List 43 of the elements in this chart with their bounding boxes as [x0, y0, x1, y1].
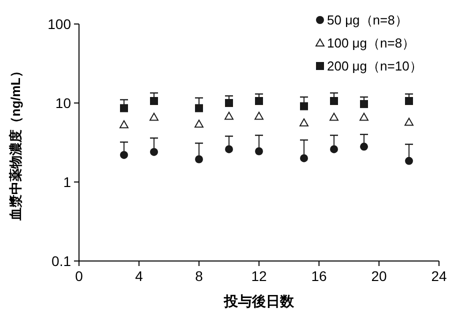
point: [150, 148, 158, 156]
y-tick-label: 10: [55, 94, 72, 111]
point: [255, 97, 263, 105]
x-tick-label: 20: [371, 268, 387, 284]
point: [405, 97, 413, 105]
point: [195, 104, 203, 112]
legend-label: 100 μg（n=8）: [327, 36, 416, 51]
y-tick-label: 1: [63, 174, 72, 190]
point: [195, 155, 203, 164]
point: [120, 150, 128, 159]
point: [360, 100, 368, 108]
x-tick-label: 0: [75, 268, 84, 284]
y-axis-title: 血漿中薬物濃度（ng/mL）: [8, 64, 23, 222]
point: [194, 120, 204, 128]
point: [404, 118, 414, 126]
x-tick-label: 24: [431, 268, 447, 284]
point: [330, 112, 338, 121]
y-tick-label: 100: [48, 16, 72, 32]
x-tick-label: 4: [135, 268, 144, 284]
point: [360, 112, 368, 121]
point: [120, 104, 128, 112]
x-tick-label: 12: [251, 268, 267, 284]
point: [225, 99, 233, 107]
point: [330, 145, 338, 154]
point: [300, 154, 308, 162]
x-tick-label: 16: [311, 268, 327, 284]
point: [120, 120, 128, 128]
x-tick-label: 8: [195, 268, 204, 284]
point: [150, 112, 158, 121]
point: [360, 142, 368, 151]
point: [255, 147, 263, 156]
point: [405, 156, 413, 165]
point: [300, 102, 308, 110]
x-axis-title: 投与後日数: [223, 293, 295, 309]
legend-label: 50 μg（n=8）: [327, 12, 408, 28]
point: [254, 112, 264, 120]
point: [225, 145, 233, 154]
point: [150, 97, 158, 105]
point: [224, 112, 234, 120]
point: [330, 97, 338, 105]
point: [300, 118, 308, 126]
y-tick-label: 0.1: [52, 252, 72, 269]
legend-label: 200 μg（n=10）: [327, 58, 422, 74]
